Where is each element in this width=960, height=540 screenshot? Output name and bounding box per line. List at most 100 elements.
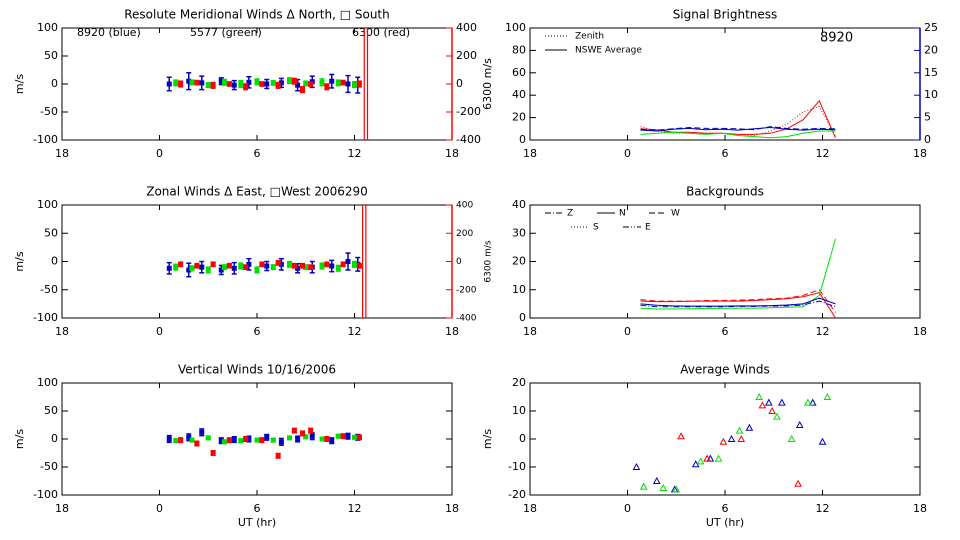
y2-tick-label: 25 xyxy=(924,21,938,34)
point xyxy=(808,398,817,406)
point xyxy=(719,437,728,445)
series-line xyxy=(640,130,836,139)
x-tick-label: 12 xyxy=(348,325,362,338)
point xyxy=(773,412,781,420)
y-tick-label: 0 xyxy=(519,311,526,324)
y-tick-label: 60 xyxy=(512,66,526,79)
point xyxy=(745,423,754,431)
y-tick-label: 10 xyxy=(512,283,526,296)
y2-tick-label: -400 xyxy=(456,133,481,146)
point xyxy=(329,263,335,269)
point xyxy=(259,81,265,87)
point xyxy=(270,264,276,270)
annotation: 6300 (red) xyxy=(352,26,410,39)
y2-axis-label: 6300 m/s xyxy=(481,58,494,110)
point xyxy=(231,265,237,271)
point xyxy=(222,79,227,85)
point xyxy=(303,434,309,440)
point xyxy=(319,79,325,85)
chart-title: Vertical Winds 10/16/2006 xyxy=(178,363,336,377)
point xyxy=(238,81,244,87)
point xyxy=(243,264,249,270)
point xyxy=(794,479,802,487)
y-tick-label: -50 xyxy=(40,105,58,118)
y-axis-label: m/s xyxy=(13,429,26,449)
point xyxy=(765,398,773,406)
point xyxy=(778,398,786,406)
point xyxy=(329,78,335,84)
y2-tick-label: 0 xyxy=(456,77,463,90)
legend-label: W xyxy=(671,209,680,219)
point xyxy=(189,265,195,271)
point xyxy=(270,437,276,443)
y-tick-label: -50 xyxy=(40,283,58,296)
x-tick-label: 6 xyxy=(722,147,729,160)
point xyxy=(205,267,211,273)
point xyxy=(287,78,292,84)
y2-tick-label: 10 xyxy=(924,88,938,101)
x-tick-label: 18 xyxy=(445,147,459,160)
point xyxy=(275,82,281,88)
point xyxy=(173,438,179,444)
point xyxy=(345,259,351,264)
point xyxy=(186,267,192,273)
x-tick-label: 18 xyxy=(523,325,537,338)
point xyxy=(173,264,179,270)
point xyxy=(178,437,184,443)
chart-title: Signal Brightness xyxy=(673,8,778,22)
point xyxy=(768,406,776,414)
point xyxy=(278,261,284,267)
point xyxy=(823,392,832,400)
series-line xyxy=(640,289,836,313)
y-tick-label: -10 xyxy=(508,460,526,473)
point xyxy=(356,81,362,87)
x-tick-label: 0 xyxy=(156,147,163,160)
legend-label: NSWE Average xyxy=(575,46,642,56)
point xyxy=(308,428,314,434)
point xyxy=(264,434,270,440)
y2-tick-label: 0 xyxy=(456,257,462,267)
x-tick-label: 0 xyxy=(624,147,631,160)
series-line xyxy=(640,105,836,137)
point xyxy=(308,81,314,87)
y-axis-label: m/s xyxy=(13,74,26,94)
y2-tick-label: -400 xyxy=(456,314,477,324)
x-tick-label: 12 xyxy=(816,147,830,160)
point xyxy=(194,440,200,446)
point xyxy=(254,267,260,273)
point xyxy=(300,263,305,269)
point xyxy=(714,454,723,462)
y-axis-label: m/s xyxy=(13,251,26,271)
point xyxy=(300,430,305,436)
y-tick-label: 100 xyxy=(37,21,58,34)
point xyxy=(345,81,351,87)
point xyxy=(194,263,200,269)
y2-tick-label: -200 xyxy=(456,105,481,118)
y2-tick-label: -200 xyxy=(456,285,477,295)
x-tick-label: 18 xyxy=(55,147,69,160)
point xyxy=(246,261,252,267)
y2-axis-label: 6300 m/s xyxy=(484,240,494,283)
point xyxy=(352,82,357,88)
y-tick-label: 100 xyxy=(37,376,58,389)
point xyxy=(329,438,335,444)
point xyxy=(222,439,227,445)
y-tick-label: 30 xyxy=(512,226,526,239)
point xyxy=(295,436,301,442)
y-tick-label: 10 xyxy=(512,404,526,417)
x-tick-label: 6 xyxy=(722,502,729,515)
y-tick-label: -20 xyxy=(508,488,526,501)
y-tick-label: 50 xyxy=(44,404,58,417)
chart-title: Resolute Meridional Winds Δ North, □ Sou… xyxy=(124,8,390,22)
x-tick-label: 0 xyxy=(624,502,631,515)
point xyxy=(345,433,351,439)
series-line xyxy=(640,297,836,307)
x-tick-label: 18 xyxy=(445,325,459,338)
y-tick-label: 40 xyxy=(512,88,526,101)
x-tick-label: 0 xyxy=(156,502,163,515)
point xyxy=(672,485,681,493)
point xyxy=(226,437,232,443)
y-tick-label: 100 xyxy=(37,198,58,211)
x-tick-label: 0 xyxy=(624,325,631,338)
point xyxy=(270,80,276,86)
